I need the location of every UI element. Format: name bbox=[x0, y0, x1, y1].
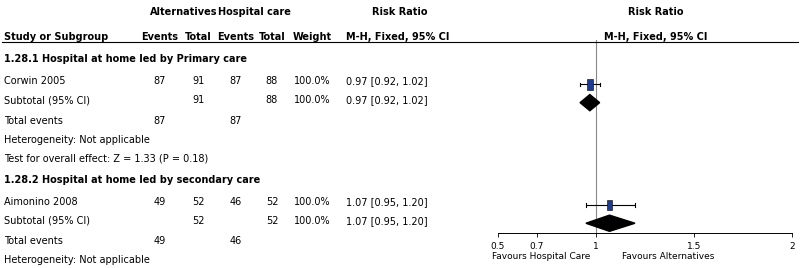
Text: Aimonino 2008: Aimonino 2008 bbox=[4, 197, 78, 207]
Bar bbox=[606, 200, 613, 210]
Text: M-H, Fixed, 95% CI: M-H, Fixed, 95% CI bbox=[604, 32, 708, 42]
Text: Total events: Total events bbox=[4, 116, 63, 126]
Text: Heterogeneity: Not applicable: Heterogeneity: Not applicable bbox=[4, 255, 150, 265]
Polygon shape bbox=[586, 215, 635, 231]
Text: 87: 87 bbox=[154, 76, 166, 86]
Polygon shape bbox=[580, 95, 600, 111]
Text: Weight: Weight bbox=[293, 32, 331, 42]
Text: 52: 52 bbox=[192, 197, 205, 207]
Text: Favours Hospital Care: Favours Hospital Care bbox=[491, 252, 590, 262]
Text: 91: 91 bbox=[192, 76, 205, 86]
Text: 88: 88 bbox=[266, 95, 278, 105]
Text: Test for overall effect: Z = 1.33 (P = 0.18): Test for overall effect: Z = 1.33 (P = 0… bbox=[4, 153, 208, 163]
Bar bbox=[587, 79, 593, 90]
Text: Events: Events bbox=[218, 32, 254, 42]
Text: 1.28.1 Hospital at home led by Primary care: 1.28.1 Hospital at home led by Primary c… bbox=[4, 54, 247, 64]
Text: 87: 87 bbox=[230, 116, 242, 126]
Text: Hospital care: Hospital care bbox=[218, 7, 291, 17]
Text: 1.28.2 Hospital at home led by secondary care: 1.28.2 Hospital at home led by secondary… bbox=[4, 175, 260, 185]
Text: M-H, Fixed, 95% CI: M-H, Fixed, 95% CI bbox=[346, 32, 449, 42]
Text: Favours Alternatives: Favours Alternatives bbox=[622, 252, 714, 262]
Text: 0.97 [0.92, 1.02]: 0.97 [0.92, 1.02] bbox=[346, 76, 427, 86]
Text: 1.07 [0.95, 1.20]: 1.07 [0.95, 1.20] bbox=[346, 197, 427, 207]
Text: Study or Subgroup: Study or Subgroup bbox=[4, 32, 108, 42]
Text: 52: 52 bbox=[266, 197, 278, 207]
Text: Subtotal (95% CI): Subtotal (95% CI) bbox=[4, 216, 90, 226]
Text: 100.0%: 100.0% bbox=[294, 197, 330, 207]
Text: Corwin 2005: Corwin 2005 bbox=[4, 76, 66, 86]
Text: Events: Events bbox=[142, 32, 178, 42]
Text: Alternatives: Alternatives bbox=[150, 7, 218, 17]
Text: 46: 46 bbox=[230, 236, 242, 246]
Text: Total: Total bbox=[258, 32, 286, 42]
Text: Heterogeneity: Not applicable: Heterogeneity: Not applicable bbox=[4, 135, 150, 144]
Text: 49: 49 bbox=[154, 236, 166, 246]
Text: Risk Ratio: Risk Ratio bbox=[628, 7, 684, 17]
Text: 91: 91 bbox=[192, 95, 205, 105]
Text: 49: 49 bbox=[154, 197, 166, 207]
Text: 46: 46 bbox=[230, 197, 242, 207]
Text: 100.0%: 100.0% bbox=[294, 76, 330, 86]
Text: Total: Total bbox=[185, 32, 212, 42]
Text: 88: 88 bbox=[266, 76, 278, 86]
Text: 100.0%: 100.0% bbox=[294, 216, 330, 226]
Text: Total events: Total events bbox=[4, 236, 63, 246]
Text: Subtotal (95% CI): Subtotal (95% CI) bbox=[4, 95, 90, 105]
Text: 52: 52 bbox=[266, 216, 278, 226]
Text: Risk Ratio: Risk Ratio bbox=[372, 7, 428, 17]
Text: 87: 87 bbox=[230, 76, 242, 86]
Text: 52: 52 bbox=[192, 216, 205, 226]
Text: 1.07 [0.95, 1.20]: 1.07 [0.95, 1.20] bbox=[346, 216, 427, 226]
Text: 0.97 [0.92, 1.02]: 0.97 [0.92, 1.02] bbox=[346, 95, 427, 105]
Text: 100.0%: 100.0% bbox=[294, 95, 330, 105]
Text: 87: 87 bbox=[154, 116, 166, 126]
